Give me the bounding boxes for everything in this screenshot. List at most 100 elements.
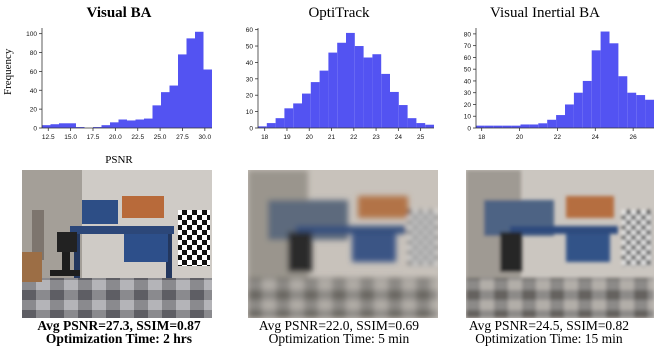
histogram-bar (493, 125, 503, 128)
y-tick-label: 50 (246, 44, 254, 51)
histogram-bar (556, 115, 565, 128)
histogram-bar (169, 85, 178, 128)
y-tick-label: 60 (464, 55, 472, 62)
room-scene-medium (466, 170, 654, 318)
panel-visual-ba: Visual BA Frequency 0 20 40 60 80 100 12.5 15.0… (0, 0, 218, 358)
histogram-bar (600, 31, 610, 128)
x-tick-label: 22 (554, 134, 562, 141)
x-tick-label: 20 (306, 134, 314, 141)
y-tick-label: 30 (464, 90, 472, 97)
caption-line-1: Avg PSNR=22.0, SSIM=0.69 (258, 318, 420, 333)
y-tick-label: 80 (30, 50, 38, 57)
caption-line-1: Avg PSNR=24.5, SSIM=0.82 (468, 318, 630, 333)
histogram-bar (363, 57, 373, 129)
room-scene (22, 170, 212, 318)
y-tick-label: 50 (464, 67, 472, 74)
y-tick-label: 30 (246, 76, 254, 83)
x-tick-label: 25 (417, 134, 425, 141)
histogram-bar (101, 125, 110, 128)
histogram-bar (425, 124, 434, 128)
histogram-bar (565, 104, 574, 128)
render-image-optitrack (248, 170, 438, 318)
y-tick-label: 20 (246, 93, 254, 100)
histogram-bar (110, 122, 119, 128)
y-tick-label: 20 (30, 107, 38, 114)
histogram-bar (59, 123, 68, 128)
caption-line-2: Optimization Time: 5 min (268, 331, 410, 346)
histogram-bar (476, 125, 485, 128)
histogram-bar (186, 38, 195, 128)
histogram-bar (284, 108, 294, 128)
histogram-visual-ba: 0 20 40 60 80 100 12.5 15.0 17.5 20.0 22.5 25.0 27.5… (26, 28, 212, 141)
x-tick-label: 22.5 (131, 134, 144, 141)
y-tick-label: 0 (33, 126, 37, 133)
histogram-bar (520, 124, 530, 128)
histogram-bar (582, 80, 592, 128)
x-tick-label: 23 (372, 134, 380, 141)
histogram-bar (547, 119, 557, 128)
y-tick-label: 0 (249, 126, 253, 133)
x-tick-label: 22 (350, 134, 358, 141)
histogram-bar (258, 126, 267, 128)
histogram-bar (381, 73, 390, 128)
y-tick-label: 40 (30, 88, 38, 95)
histogram-bar (609, 43, 619, 129)
histogram-bar (50, 124, 59, 128)
y-tick-label: 80 (464, 31, 472, 38)
room-scene-blurry (248, 170, 438, 318)
x-tick-label: 19 (283, 134, 291, 141)
histogram-bar (502, 125, 512, 128)
render-image-visual-inertial-ba (466, 170, 654, 318)
x-tick-label: 17.5 (87, 134, 100, 141)
histogram-bar (354, 46, 364, 128)
caption-line-2: Optimization Time: 2 hrs (45, 331, 193, 346)
chart-title: Visual BA (86, 5, 152, 21)
histogram-bar (627, 92, 637, 128)
histogram-bar (573, 92, 583, 128)
x-tick-label: 30.0 (199, 134, 212, 141)
histogram-bar (390, 91, 399, 128)
histogram-bar (127, 120, 136, 128)
histogram-bar (178, 54, 187, 128)
histogram-bar (591, 50, 601, 128)
x-tick-label: 15.0 (64, 134, 77, 141)
y-tick-label: 20 (464, 102, 472, 109)
histogram-bar (529, 124, 539, 128)
caption-line-1: Avg PSNR=27.3, SSIM=0.87 (37, 318, 201, 333)
histogram-bar (337, 42, 346, 128)
x-tick-label: 25.0 (154, 134, 167, 141)
panel-visual-inertial-ba: Visual Inertial BA 0 10 20 30 40 50 60 70 80 18 20… (436, 0, 654, 358)
histogram-bar (319, 70, 329, 128)
histogram-bar (118, 119, 127, 128)
histogram-bar (302, 93, 311, 128)
x-tick-label: 20 (516, 134, 524, 141)
histogram-bar (346, 32, 355, 129)
x-tick-label: 24 (395, 134, 403, 141)
histogram-bar (484, 125, 494, 128)
histogram-bar (42, 125, 51, 128)
x-tick-label: 27.5 (176, 134, 189, 141)
render-image-visual-ba (22, 170, 212, 318)
histogram-bar (372, 54, 382, 128)
x-tick-label: 21 (328, 134, 336, 141)
x-tick-label: 18 (478, 134, 486, 141)
y-tick-label: 0 (467, 126, 471, 133)
y-tick-label: 60 (246, 27, 254, 34)
y-tick-label: 60 (30, 69, 38, 76)
y-tick-label: 70 (464, 43, 472, 50)
histogram-bar (195, 31, 204, 128)
histogram-bar (618, 76, 628, 128)
histogram-bar (645, 99, 654, 128)
y-tick-label: 10 (246, 109, 254, 116)
histogram-bar (93, 127, 102, 128)
histogram-bar (407, 118, 417, 128)
histogram-bar (144, 118, 153, 128)
histogram-optitrack: 0 10 20 30 40 50 60 18 19 20 21 22 23 24 25 (246, 27, 434, 141)
histogram-bar (636, 95, 646, 128)
x-tick-label: 26 (630, 134, 638, 141)
panel-optitrack: OptiTrack 0 10 20 30 40 50 60 18 19 20 21 22 23 24 25 (218, 0, 438, 358)
histogram-bar (328, 52, 338, 128)
histogram-bar (266, 123, 276, 128)
histogram-bar (67, 123, 76, 128)
histogram-bar (416, 123, 426, 128)
